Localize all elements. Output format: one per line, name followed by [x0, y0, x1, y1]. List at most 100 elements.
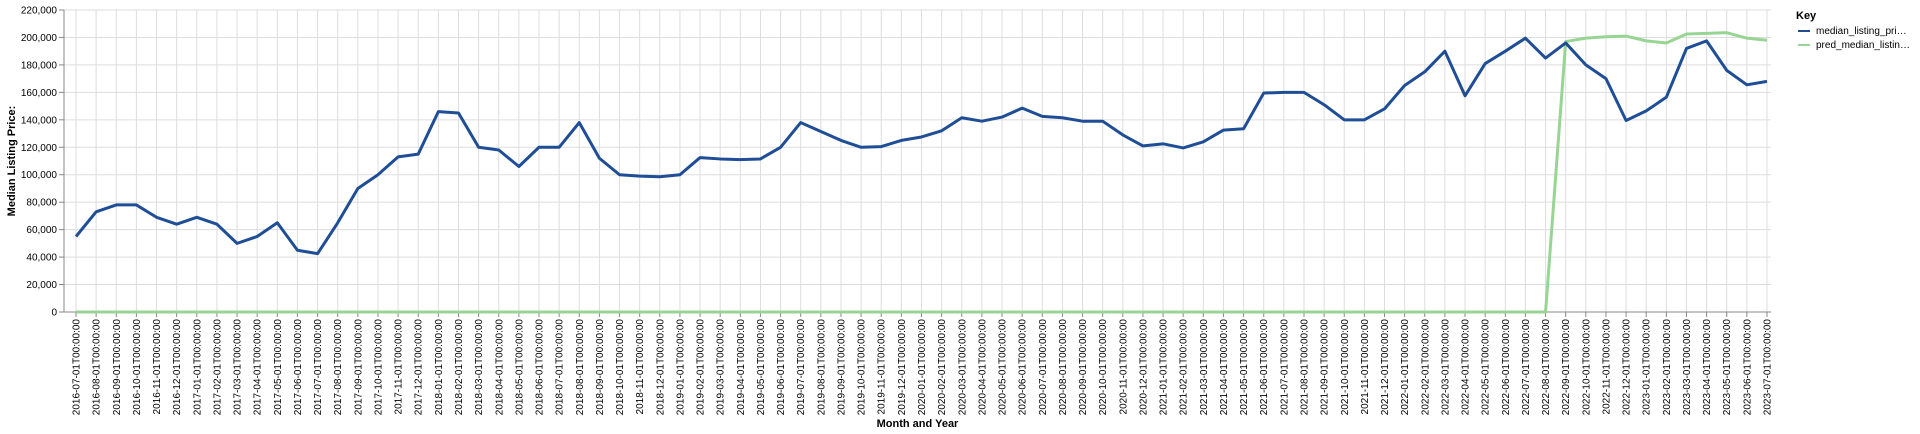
x-tick-label: 2022-07-01T00:00:00: [1521, 319, 1532, 416]
x-tick-label: 2022-03-01T00:00:00: [1440, 319, 1451, 416]
x-tick-label: 2020-01-01T00:00:00: [917, 319, 928, 416]
x-tick-label: 2017-12-01T00:00:00: [414, 319, 425, 416]
x-tick-label: 2020-11-01T00:00:00: [1118, 319, 1129, 415]
x-tick-label: 2019-12-01T00:00:00: [897, 319, 908, 416]
x-tick-label: 2023-02-01T00:00:00: [1662, 319, 1673, 416]
y-tick-label: 0: [51, 308, 57, 319]
x-tick-label: 2018-11-01T00:00:00: [635, 319, 646, 415]
x-tick-label: 2022-01-01T00:00:00: [1400, 319, 1411, 416]
x-tick-label: 2020-02-01T00:00:00: [937, 319, 948, 416]
x-tick-label: 2020-12-01T00:00:00: [1138, 319, 1149, 416]
x-tick-label: 2020-04-01T00:00:00: [977, 319, 988, 416]
x-tick-label: 2017-03-01T00:00:00: [233, 319, 244, 416]
y-axis-ticks: 0 20,000 40,000 60,000 80,000 100,000 120,000 1…: [21, 6, 64, 319]
x-tick-label: 2021-02-01T00:00:00: [1179, 319, 1190, 416]
x-tick-label: 2019-10-01T00:00:00: [857, 319, 868, 416]
x-tick-label: 2021-12-01T00:00:00: [1380, 319, 1391, 416]
x-tick-label: 2021-07-01T00:00:00: [1279, 319, 1290, 416]
x-tick-label: 2022-11-01T00:00:00: [1601, 319, 1612, 415]
y-tick-label: 220,000: [21, 6, 58, 17]
series-lines: [74, 31, 1768, 314]
y-axis-title: Median Listing Price:: [6, 106, 18, 217]
x-tick-label: 2023-07-01T00:00:00: [1763, 319, 1774, 416]
x-tick-label: 2019-04-01T00:00:00: [736, 319, 747, 416]
x-tick-label: 2016-12-01T00:00:00: [172, 319, 183, 416]
x-tick-label: 2017-08-01T00:00:00: [333, 319, 344, 416]
x-tick-label: 2017-02-01T00:00:00: [212, 319, 223, 416]
y-tick-label: 180,000: [21, 60, 58, 71]
x-tick-label: 2022-10-01T00:00:00: [1581, 319, 1592, 416]
x-tick-label: 2020-03-01T00:00:00: [957, 319, 968, 416]
x-tick-label: 2022-02-01T00:00:00: [1420, 319, 1431, 416]
y-tick-label: 40,000: [26, 253, 57, 264]
x-tick-label: 2019-06-01T00:00:00: [776, 319, 787, 416]
x-tick-label: 2018-01-01T00:00:00: [434, 319, 445, 416]
x-tick-label: 2022-06-01T00:00:00: [1501, 319, 1512, 416]
x-tick-label: 2023-03-01T00:00:00: [1682, 319, 1693, 416]
x-tick-label: 2020-08-01T00:00:00: [1058, 319, 1069, 416]
x-tick-label: 2020-10-01T00:00:00: [1098, 319, 1109, 416]
x-tick-label: 2021-10-01T00:00:00: [1340, 319, 1351, 416]
legend-label-1: pred_median_listin…: [1816, 40, 1910, 51]
x-tick-label: 2017-07-01T00:00:00: [313, 319, 324, 416]
x-tick-label: 2018-12-01T00:00:00: [655, 319, 666, 416]
x-tick-label: 2022-04-01T00:00:00: [1461, 319, 1472, 416]
x-tick-label: 2020-09-01T00:00:00: [1078, 319, 1089, 416]
x-tick-label: 2020-06-01T00:00:00: [1018, 319, 1029, 416]
y-tick-label: 20,000: [26, 280, 57, 291]
x-tick-label: 2017-04-01T00:00:00: [253, 319, 264, 416]
y-tick-label: 140,000: [21, 115, 58, 126]
x-tick-label: 2019-01-01T00:00:00: [675, 319, 686, 416]
x-tick-label: 2018-08-01T00:00:00: [575, 319, 586, 416]
x-tick-label: 2018-05-01T00:00:00: [514, 319, 525, 416]
y-tick-label: 100,000: [21, 170, 58, 181]
y-tick-label: 80,000: [26, 198, 57, 209]
y-tick-label: 200,000: [21, 33, 58, 44]
x-tick-label: 2023-05-01T00:00:00: [1722, 319, 1733, 416]
x-tick-label: 2020-05-01T00:00:00: [998, 319, 1009, 416]
x-axis-ticks: 2016-07-01T00:00:00 2016-08-01T00:00:00 20…: [72, 312, 1774, 415]
x-tick-label: 2018-10-01T00:00:00: [615, 319, 626, 416]
x-tick-label: 2023-06-01T00:00:00: [1742, 319, 1753, 416]
x-tick-label: 2019-08-01T00:00:00: [816, 319, 827, 416]
series-line-1: [76, 31, 1768, 314]
x-tick-label: 2018-02-01T00:00:00: [454, 319, 465, 416]
gridlines: [64, 9, 1771, 313]
x-tick-label: 2023-04-01T00:00:00: [1702, 319, 1713, 416]
x-tick-label: 2021-11-01T00:00:00: [1360, 319, 1371, 415]
x-tick-label: 2022-09-01T00:00:00: [1561, 319, 1572, 416]
x-axis-title: Month and Year: [877, 418, 959, 430]
x-tick-label: 2021-05-01T00:00:00: [1239, 319, 1250, 416]
x-tick-label: 2021-03-01T00:00:00: [1199, 319, 1210, 416]
y-tick-label: 120,000: [21, 143, 58, 154]
x-tick-label: 2018-07-01T00:00:00: [555, 319, 566, 416]
y-tick-label: 160,000: [21, 88, 58, 99]
x-tick-label: 2016-08-01T00:00:00: [92, 319, 103, 416]
x-tick-label: 2016-11-01T00:00:00: [152, 319, 163, 415]
x-tick-label: 2020-07-01T00:00:00: [1038, 319, 1049, 416]
x-tick-label: 2023-01-01T00:00:00: [1642, 319, 1653, 416]
x-tick-label: 2018-03-01T00:00:00: [474, 319, 485, 416]
x-tick-label: 2016-10-01T00:00:00: [132, 319, 143, 416]
x-tick-label: 2017-10-01T00:00:00: [373, 319, 384, 416]
x-tick-label: 2021-04-01T00:00:00: [1219, 319, 1230, 416]
y-tick-label: 60,000: [26, 225, 57, 236]
x-tick-label: 2021-06-01T00:00:00: [1259, 319, 1270, 416]
series-line-0: [74, 36, 1768, 256]
x-tick-label: 2022-12-01T00:00:00: [1622, 319, 1633, 416]
legend-title: Key: [1796, 10, 1817, 22]
legend-label-0: median_listing_pri…: [1816, 26, 1907, 37]
x-tick-label: 2021-09-01T00:00:00: [1320, 319, 1331, 416]
x-tick-label: 2017-01-01T00:00:00: [192, 319, 203, 416]
x-tick-label: 2018-04-01T00:00:00: [494, 319, 505, 416]
x-tick-label: 2017-06-01T00:00:00: [293, 319, 304, 416]
x-tick-label: 2018-06-01T00:00:00: [535, 319, 546, 416]
x-tick-label: 2019-07-01T00:00:00: [796, 319, 807, 416]
x-tick-label: 2019-03-01T00:00:00: [716, 319, 727, 416]
x-tick-label: 2021-01-01T00:00:00: [1159, 319, 1170, 416]
legend: Key median_listing_pri… pred_median_listi…: [1796, 10, 1910, 51]
x-tick-label: 2021-08-01T00:00:00: [1299, 319, 1310, 416]
x-tick-label: 2016-09-01T00:00:00: [112, 319, 123, 416]
